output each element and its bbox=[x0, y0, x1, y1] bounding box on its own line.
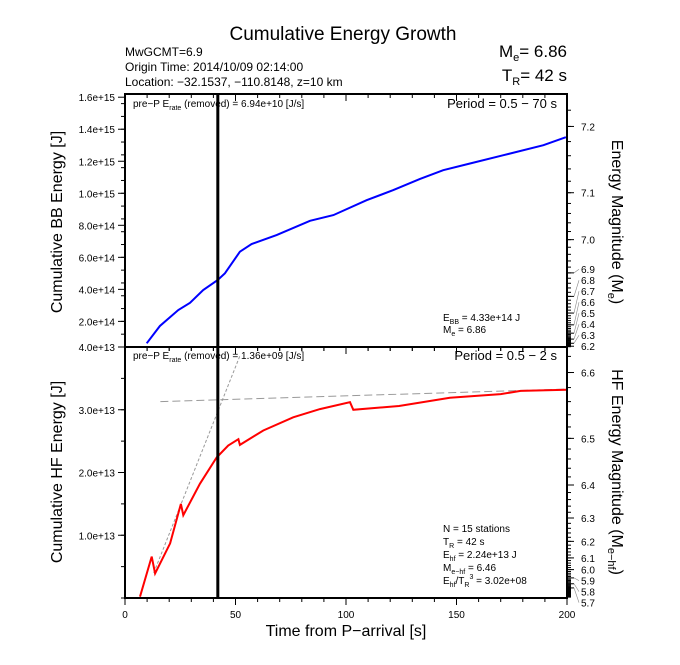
top-right-tick-label: 6.7 bbox=[581, 287, 595, 298]
fit-line-dashed bbox=[160, 388, 568, 403]
bottom-right-tick-label: 6.0 bbox=[581, 566, 595, 577]
x-tick-label: 50 bbox=[230, 610, 242, 621]
top-y-tick-label: 1.2e+15 bbox=[79, 157, 116, 168]
bottom-right-tick-label: 6.1 bbox=[581, 554, 595, 565]
top-right-tick-label: 6.4 bbox=[581, 320, 595, 331]
bottom-right-tick-label: 5.8 bbox=[581, 588, 595, 599]
top-right-tick-label: 7.0 bbox=[581, 236, 595, 247]
figure-title: Cumulative Energy Growth bbox=[229, 24, 456, 45]
top-y-tick-label: 4.0e+13 bbox=[79, 343, 116, 354]
x-tick-label: 0 bbox=[122, 610, 128, 621]
bottom-pre-p-label: pre−P Erate (removed) = 1.36e+09 [J/s] bbox=[133, 351, 304, 364]
top-right-tick-label: 7.1 bbox=[581, 189, 595, 200]
top-right-tick-label: 6.8 bbox=[581, 276, 595, 287]
bottom-right-tick-leader bbox=[573, 587, 580, 603]
fit-line-dotted bbox=[153, 355, 241, 574]
x-tick-label: 100 bbox=[338, 610, 355, 621]
top-pre-p-label: pre−P Erate (removed) = 6.94e+10 [J/s] bbox=[133, 99, 304, 112]
info-origin-time: Origin Time: 2014/10/09 02:14:00 bbox=[125, 60, 303, 74]
bottom-right-tick-label: 6.3 bbox=[581, 514, 595, 525]
top-right-axis-label: Energy Magnitude (Me) bbox=[605, 140, 625, 304]
x-tick-label: 200 bbox=[559, 610, 576, 621]
bottom-y-axis-label: Cumulative HF Energy [J] bbox=[49, 381, 66, 563]
x-axis-label: Time from P−arrival [s] bbox=[266, 623, 427, 640]
bottom-plot-frame bbox=[124, 346, 568, 599]
bottom-y-tick-label: 1.0e+13 bbox=[79, 531, 116, 542]
bottom-right-tick-label: 6.2 bbox=[581, 537, 595, 548]
bottom-period-label: Period = 0.5 − 2 s bbox=[454, 348, 557, 363]
top-right-tick-leader bbox=[573, 313, 580, 334]
top-right-tick-leader bbox=[573, 302, 580, 325]
top-right-tick-leader bbox=[573, 268, 580, 274]
bottom-right-tick-label: 6.4 bbox=[581, 481, 595, 492]
summary-me: Me= 6.86 bbox=[499, 42, 567, 64]
top-right-tick-label: 6.2 bbox=[581, 342, 595, 353]
top-y-tick-label: 2.0e+14 bbox=[79, 317, 116, 328]
top-period-label: Period = 0.5 − 70 s bbox=[447, 96, 557, 111]
info-location: Location: −32.1537, −110.8148, z=10 km bbox=[125, 75, 343, 89]
top-right-tick-leader bbox=[573, 335, 580, 344]
hf-annot-ehf: Ehf = 2.24e+13 J bbox=[443, 550, 517, 563]
info-mw: MwGCMT=6.9 bbox=[125, 45, 203, 59]
bottom-right-tick-leader bbox=[573, 577, 580, 581]
hf-annot-ratio: Ehf/TR3 = 3.02e+08 bbox=[443, 574, 527, 589]
bottom-right-tick-label: 5.9 bbox=[581, 577, 595, 588]
top-y-tick-label: 4.0e+14 bbox=[79, 285, 116, 296]
top-annot-ebb: EBB = 4.33e+14 J bbox=[443, 313, 520, 326]
top-y-axis-label: Cumulative BB Energy [J] bbox=[49, 131, 66, 313]
top-right-tick-leader bbox=[573, 324, 580, 340]
top-right-tick-leader bbox=[573, 291, 580, 314]
x-tick-label: 150 bbox=[448, 610, 465, 621]
bottom-right-tick-leader bbox=[573, 583, 580, 592]
top-right-tick-label: 6.5 bbox=[581, 309, 595, 320]
top-energy-curve bbox=[145, 136, 567, 344]
hf-annot-tr: TR = 42 s bbox=[443, 537, 484, 550]
hf-annot-mehf: Me−hf = 6.46 bbox=[443, 563, 496, 576]
top-right-tick-label: 7.2 bbox=[581, 122, 595, 133]
top-y-tick-label: 1.4e+15 bbox=[79, 125, 116, 136]
hf-annot-n: N = 15 stations bbox=[443, 524, 510, 535]
bottom-right-tick-label: 6.6 bbox=[581, 369, 595, 380]
top-annot-me: Me = 6.86 bbox=[443, 325, 487, 338]
bottom-y-tick-label: 3.0e+13 bbox=[79, 406, 116, 417]
top-y-tick-label: 1.6e+15 bbox=[79, 93, 116, 104]
top-y-tick-label: 1.0e+15 bbox=[79, 189, 116, 200]
top-right-tick-label: 6.9 bbox=[581, 265, 595, 276]
bottom-y-tick-label: 2.0e+13 bbox=[79, 469, 116, 480]
top-y-tick-label: 6.0e+14 bbox=[79, 253, 116, 264]
top-right-tick-label: 6.6 bbox=[581, 298, 595, 309]
bottom-right-axis-label: HF Energy Magnitude (Me−hf) bbox=[605, 369, 625, 575]
top-plot-frame bbox=[124, 93, 568, 348]
top-right-tick-label: 6.3 bbox=[581, 331, 595, 342]
bottom-right-tick-label: 5.7 bbox=[581, 599, 595, 610]
summary-tr: TR= 42 s bbox=[502, 66, 567, 88]
bottom-right-tick-label: 6.5 bbox=[581, 434, 595, 445]
bottom-energy-curve bbox=[139, 388, 568, 597]
top-y-tick-label: 8.0e+14 bbox=[79, 221, 116, 232]
top-right-tick-leader bbox=[573, 280, 580, 297]
